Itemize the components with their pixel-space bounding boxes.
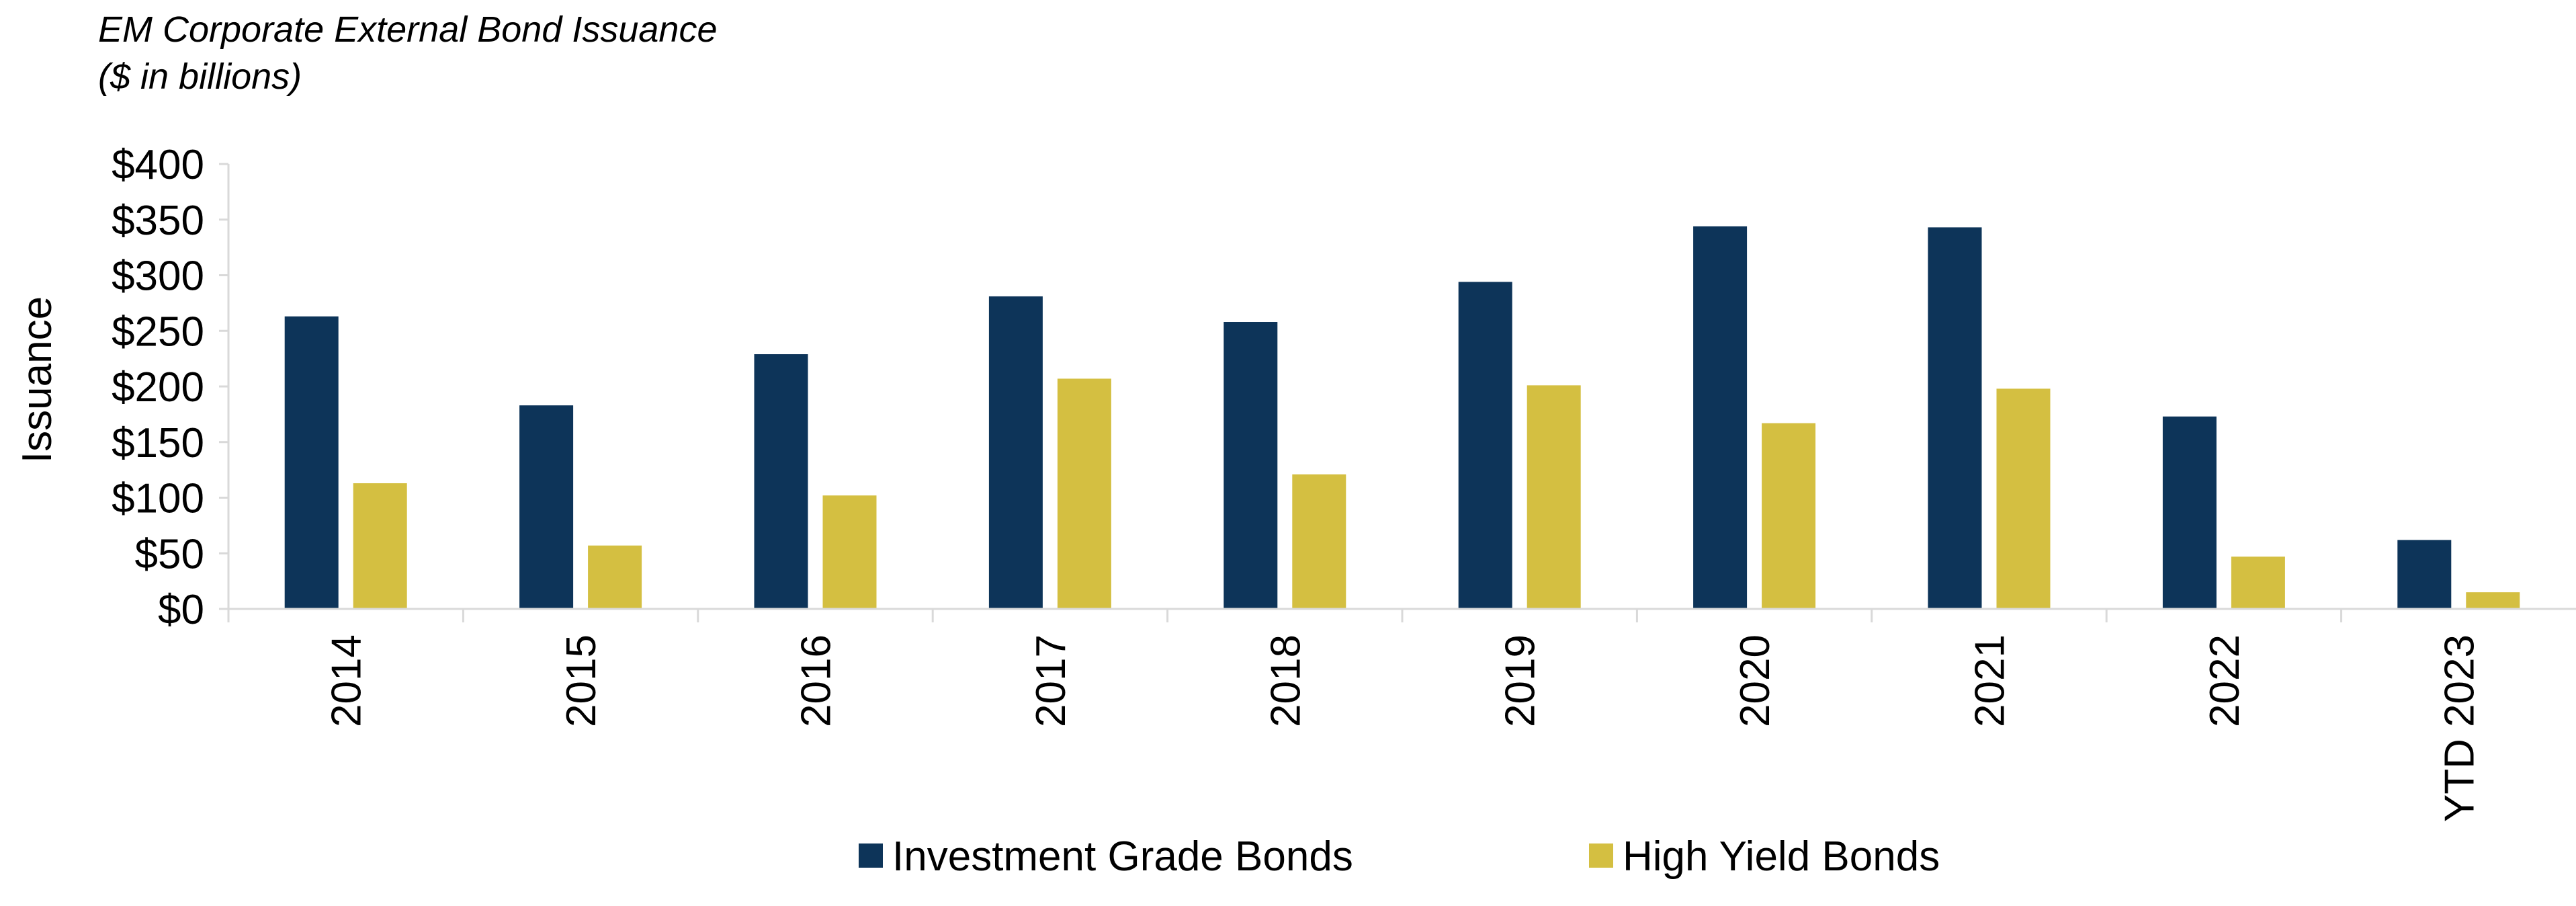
high-yield-bar xyxy=(353,483,407,609)
high-yield-bar xyxy=(2466,592,2520,609)
x-tick-label: 2019 xyxy=(1498,634,1544,727)
legend-label-high-yield: High Yield Bonds xyxy=(1623,833,1940,880)
investment-grade-bar xyxy=(284,316,339,609)
y-tick-label: $0 xyxy=(158,587,204,633)
investment-grade-bar xyxy=(1458,282,1512,609)
legend: Investment Grade Bonds High Yield Bonds xyxy=(859,833,1940,880)
high-yield-bar xyxy=(822,495,877,609)
investment-grade-bar xyxy=(1928,227,1982,610)
x-tick-label: 2016 xyxy=(793,634,840,727)
legend-swatch-investment-grade xyxy=(859,843,883,868)
legend-swatch-high-yield xyxy=(1589,843,1613,868)
high-yield-bar xyxy=(1996,388,2051,609)
y-tick-label: $250 xyxy=(112,308,204,355)
x-tick-label: 2022 xyxy=(2202,634,2248,727)
investment-grade-bar xyxy=(754,354,808,609)
x-tick-label: 2014 xyxy=(324,634,370,727)
x-tick-label: YTD 2023 xyxy=(2436,634,2483,822)
high-yield-bar xyxy=(1057,378,1111,609)
high-yield-bar xyxy=(588,545,642,609)
x-axis: 2014 2015 2016 2017 2018 2019 2020 2021 2022 YTD … xyxy=(227,608,2576,822)
investment-grade-bar xyxy=(1223,322,1278,609)
y-tick-label: $350 xyxy=(112,198,204,244)
y-tick-label: $200 xyxy=(112,364,204,411)
investment-grade-bar xyxy=(2397,540,2452,609)
y-tick-label: $150 xyxy=(112,420,204,466)
chart-title: EM Corporate External Bond Issuance xyxy=(98,9,717,50)
high-yield-bar xyxy=(1527,385,1581,609)
legend-label-investment-grade: Investment Grade Bonds xyxy=(892,833,1353,880)
investment-grade-bar xyxy=(2162,416,2217,609)
high-yield-bar xyxy=(2231,557,2285,609)
x-tick-label: 2020 xyxy=(1732,634,1778,727)
x-tick-label: 2018 xyxy=(1262,634,1309,727)
investment-grade-bar xyxy=(1693,226,1748,609)
x-tick-label: 2015 xyxy=(558,634,605,727)
y-tick-label: $400 xyxy=(112,142,204,188)
high-yield-bar xyxy=(1762,423,1816,609)
y-tick-label: $50 xyxy=(135,531,204,577)
high-yield-bar xyxy=(1292,474,1346,609)
investment-grade-bar xyxy=(988,296,1043,609)
y-tick-label: $100 xyxy=(112,476,204,522)
y-tick-label: $300 xyxy=(112,253,204,300)
investment-grade-bar xyxy=(519,405,574,609)
y-axis: $0 $50 $100 $150 $200 $250 $300 $350 $400 xyxy=(112,142,230,633)
x-tick-label: 2021 xyxy=(1967,634,2014,727)
chart-subtitle: ($ in billions) xyxy=(98,56,302,97)
plot-area xyxy=(284,226,2520,610)
y-axis-title: Issuance xyxy=(14,296,60,463)
x-tick-label: 2017 xyxy=(1028,634,1074,727)
